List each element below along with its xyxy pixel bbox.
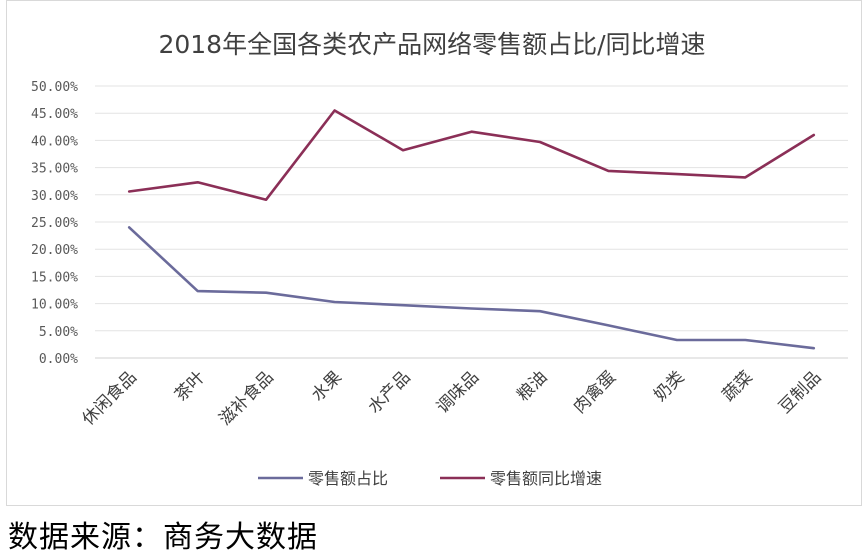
chart-frame bbox=[6, 0, 862, 506]
x-tick-label: 豆制品 bbox=[775, 367, 825, 417]
legend: 零售额占比 零售额同比增速 bbox=[258, 469, 602, 488]
x-tick-label: 肉禽蛋 bbox=[570, 367, 620, 417]
y-tick-label: 40.00% bbox=[31, 134, 78, 149]
x-tick-label: 水产品 bbox=[364, 367, 414, 417]
y-tick-label: 45.00% bbox=[31, 107, 78, 122]
y-axis-tick-labels: 0.00% 5.00% 10.00% 15.00% 20.00% 25.00% 30.00%… bbox=[31, 80, 78, 367]
series-line-2 bbox=[127, 109, 816, 201]
y-tick-label: 50.00% bbox=[31, 80, 78, 95]
y-tick-label: 5.00% bbox=[39, 325, 78, 340]
y-tick-label: 20.00% bbox=[31, 243, 78, 258]
y-tick-label: 35.00% bbox=[31, 162, 78, 177]
x-tick-label: 蔬菜 bbox=[719, 367, 757, 405]
y-tick-label: 10.00% bbox=[31, 298, 78, 313]
x-tick-label: 调味品 bbox=[433, 367, 483, 417]
x-tick-label: 水果 bbox=[308, 367, 346, 405]
legend-label: 零售额同比增速 bbox=[490, 469, 602, 488]
gridlines bbox=[95, 85, 848, 359]
x-tick-label: 休闲食品 bbox=[79, 367, 141, 429]
source-note: 数据来源：商务大数据 bbox=[8, 520, 318, 555]
line-chart: 2018年全国各类农产品网络零售额占比/同比增速 0.00% 5.00% 10.00… bbox=[31, 30, 848, 488]
series-line-1 bbox=[127, 226, 816, 350]
x-tick-label: 茶叶 bbox=[171, 367, 209, 405]
chart-title: 2018年全国各类农产品网络零售额占比/同比增速 bbox=[158, 30, 705, 59]
x-tick-label: 粮油 bbox=[513, 367, 551, 405]
series-lines bbox=[127, 109, 816, 350]
y-tick-label: 15.00% bbox=[31, 270, 78, 285]
y-tick-label: 25.00% bbox=[31, 216, 78, 231]
y-tick-label: 30.00% bbox=[31, 189, 78, 204]
x-axis-tick-labels: 休闲食品 茶叶 滋补食品 水果 水产品 调味品 粮油 肉禽蛋 奶类 蔬菜 豆制品 bbox=[79, 367, 826, 429]
y-tick-label: 0.00% bbox=[39, 352, 78, 367]
x-tick-label: 奶类 bbox=[650, 367, 688, 405]
legend-label: 零售额占比 bbox=[308, 469, 388, 488]
x-tick-label: 滋补食品 bbox=[215, 367, 277, 429]
